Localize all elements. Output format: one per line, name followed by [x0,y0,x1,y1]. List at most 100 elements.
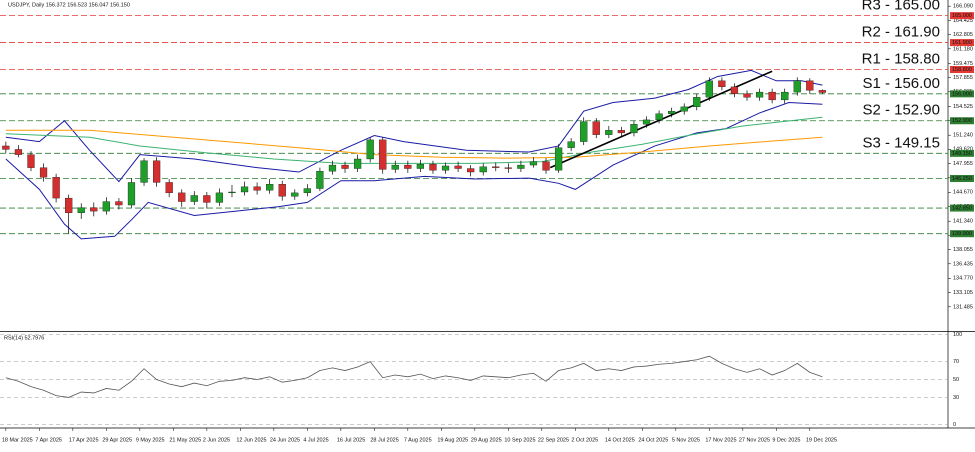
candle-body [27,154,35,168]
y-tick-label: 50 [953,377,959,383]
candle-body [416,164,425,169]
x-tick-label: 4 Jul 2025 [303,437,328,443]
level-tag [950,39,974,47]
level-tag-label: 161.900 [952,40,972,46]
candle-body [102,201,110,212]
y-tick-label: 138.055 [953,247,973,253]
candle-body [178,192,186,202]
candle-body [818,90,826,93]
level-tag [950,90,974,98]
level-tag [950,12,974,20]
candle-body [755,91,764,98]
chart-title: USDJPY, Daily 156.372 156.523 156.047 15… [8,2,130,8]
x-tick-label: 2 Jun 2025 [203,437,230,443]
candle-body [291,192,299,197]
y-tick-label: 162.805 [953,32,973,38]
candle-body [14,149,23,155]
level-tag [950,230,974,238]
candle-body [366,139,374,160]
candle-body [454,165,462,169]
level-tag-label: 142.850 [952,206,972,212]
candle-body [781,91,789,101]
candle-body [190,195,198,202]
candle-body [77,207,85,213]
y-tick-label: 166.090 [953,4,973,10]
candle-body [278,184,286,197]
level-tag [950,175,974,183]
y-tick-label: 0 [953,422,956,428]
candle-body [693,97,701,108]
level-label: S2 - 152.90 [862,102,940,119]
candle-body [341,164,349,169]
x-tick-label: 7 Apr 2025 [35,437,62,443]
candle-body [39,167,48,178]
candle-body [115,201,123,206]
x-tick-label: 19 Aug 2025 [437,437,468,443]
x-tick-label: 9 Dec 2025 [772,437,800,443]
candle-body [228,191,236,194]
x-tick-label: 28 Jul 2025 [370,437,398,443]
candle-body [554,147,563,171]
y-tick-label: 100 [953,332,962,338]
x-tick-label: 12 Jun 2025 [236,437,266,443]
y-tick-label: 133.105 [953,290,973,296]
y-tick-label: 131.485 [953,304,973,310]
candle-body [152,160,161,183]
indicator-line [5,116,823,164]
candle-body [404,164,412,169]
x-tick-label: 19 Dec 2025 [806,437,837,443]
x-tick-label: 24 Oct 2025 [638,437,668,443]
x-tick-label: 18 Mar 2025 [2,437,33,443]
x-tick-label: 16 Jul 2025 [337,437,365,443]
level-tag-label: 139.900 [952,231,972,237]
candle-body [215,192,224,203]
candle-body [2,145,10,150]
rsi-title: RSI(14) 52.7976 [4,335,44,341]
candle-body [353,158,362,169]
candle-body [379,139,387,170]
level-tag [950,66,974,74]
level-tag-label: 152.900 [952,118,972,124]
indicator-line [5,129,823,159]
x-tick-label: 21 May 2025 [169,437,201,443]
candle-body [605,130,613,135]
candle-body [542,161,550,171]
candle-body [793,80,801,93]
y-tick-label: 154.525 [953,104,973,110]
x-tick-label: 2 Oct 2025 [571,437,598,443]
candle-body [806,80,814,91]
y-tick-label: 134.770 [953,276,973,282]
candle-body [240,186,249,193]
level-label: R1 - 158.80 [862,50,940,67]
candle-body [668,111,676,114]
candle-body [429,164,437,171]
indicator-line [5,102,823,240]
candle-body [303,188,311,194]
y-tick-label: 151.240 [953,133,973,139]
candle-body [391,164,399,170]
candle-body [567,141,575,148]
candle-body [266,184,274,191]
x-tick-label: 10 Sep 2025 [504,437,535,443]
candle-body [655,113,663,121]
level-tag [950,117,974,125]
level-label: S3 - 149.15 [862,134,940,151]
y-tick-label: 141.340 [953,219,973,225]
candle-body [253,186,261,191]
y-tick-label: 157.855 [953,75,973,81]
candle-body [467,168,475,173]
y-tick-label: 144.670 [953,190,973,196]
x-tick-label: 27 Nov 2025 [739,437,770,443]
level-tag-label: 165.000 [952,13,972,19]
candle-body [768,91,776,101]
candle-body [52,177,60,199]
candle-body [90,207,98,212]
level-tag-label: 156.000 [952,91,972,97]
candle-body [718,80,726,88]
candle-body [630,124,638,134]
candle-body [316,170,324,189]
candle-body [140,160,148,183]
x-tick-label: 29 Apr 2025 [102,437,132,443]
